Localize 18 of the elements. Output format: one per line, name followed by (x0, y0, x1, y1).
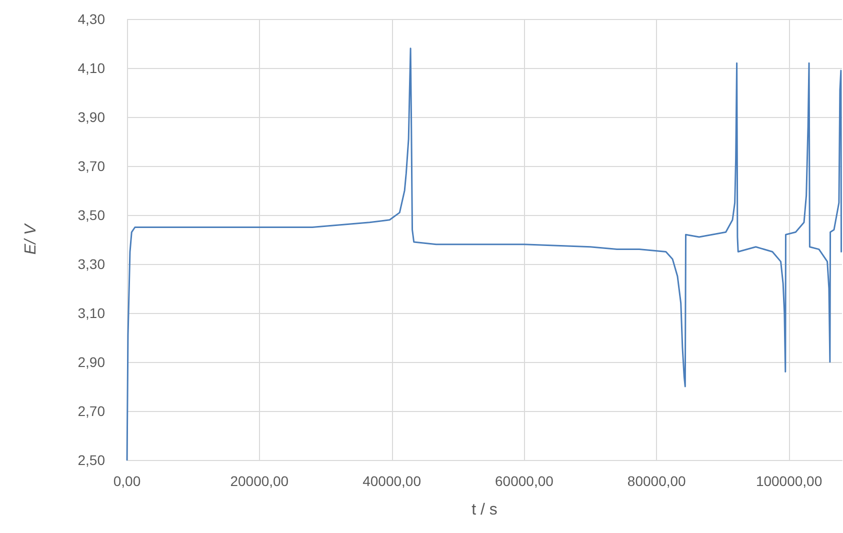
x-tick-label: 40000,00 (362, 473, 422, 489)
y-tick-label: 3,50 (78, 207, 106, 223)
x-tick-label: 60000,00 (495, 473, 554, 489)
y-tick-label: 4,10 (78, 60, 106, 76)
y-tick-label: 3,30 (78, 256, 106, 272)
y-tick-label: 2,70 (78, 403, 106, 419)
x-axis-title: t / s (472, 502, 498, 518)
y-tick-label: 2,90 (78, 354, 106, 370)
y-tick-label: 3,10 (78, 305, 106, 321)
x-tick-label: 0,00 (113, 473, 141, 489)
y-tick-label: 4,30 (78, 11, 106, 27)
x-tick-label: 20000,00 (230, 473, 289, 489)
y-tick-label: 2,50 (78, 452, 106, 468)
x-tick-label: 80000,00 (627, 473, 686, 489)
y-axis-title: E/ V (22, 223, 40, 255)
x-tick-label: 100000,00 (756, 473, 822, 489)
y-tick-label: 3,70 (78, 158, 106, 174)
y-tick-label: 3,90 (78, 109, 106, 125)
